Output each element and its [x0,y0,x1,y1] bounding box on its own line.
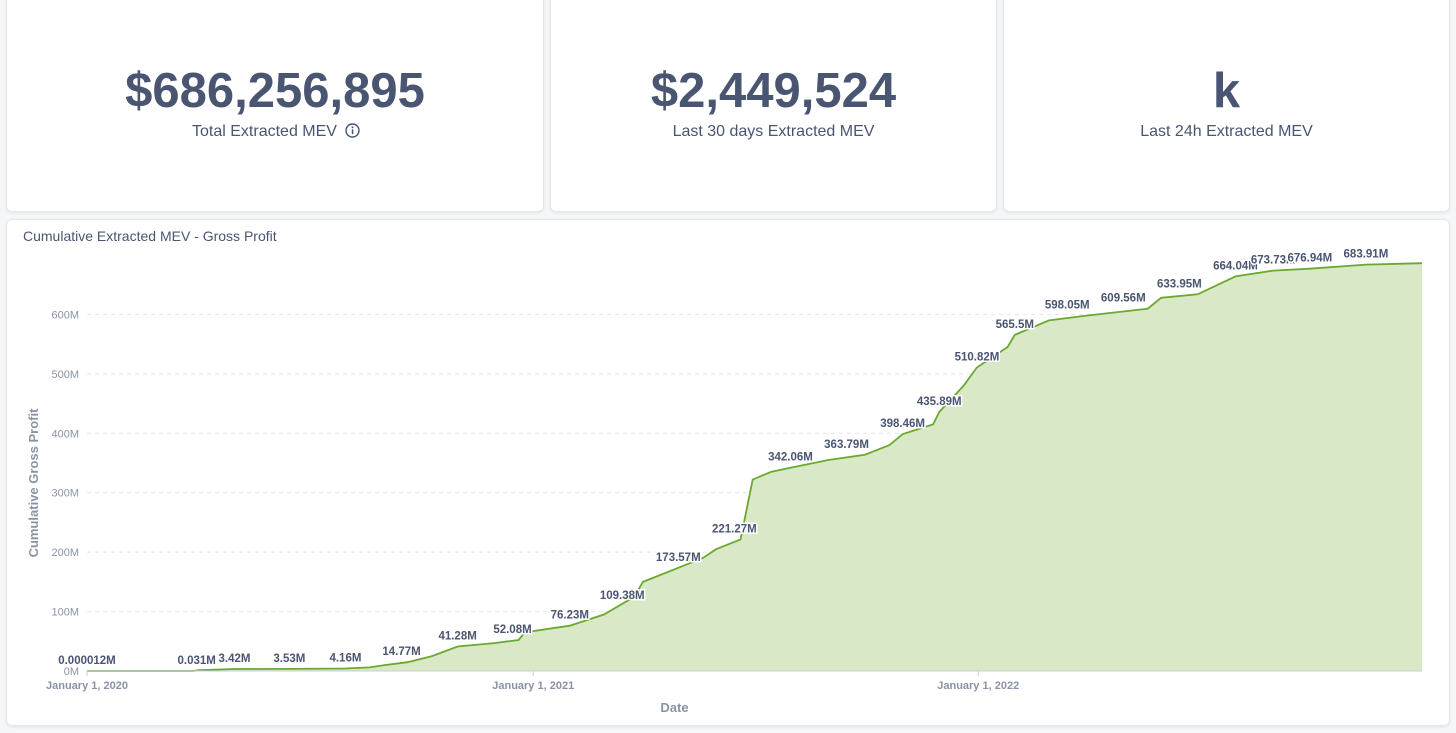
data-label: 598.05M [1045,300,1090,312]
cumulative-mev-chart: 0M 100M 200M 300M 400M 500M 600M January 1, 20… [26,247,1423,715]
kpi-label-24h: Last 24h Extracted MEV [1140,123,1313,140]
data-label: 0.000012M [58,655,116,667]
x-axis-ticks: January 1, 2020 January 1, 2021 January 1,… [46,671,1019,692]
kpi-label-30d: Last 30 days Extracted MEV [672,123,875,140]
area-fill [87,263,1422,671]
data-labels: 0.000012M 0.031M 3.42M 3.53M 4.16M 14.77M 41.2… [57,247,1390,668]
y-tick-label: 600M [51,309,79,321]
data-label: 173.57M [656,552,701,564]
data-label: 363.79M [824,439,869,451]
kpi-card-30d: $2,449,524 Last 30 days Extracted MEV [550,0,997,212]
data-label: 565.5M [996,319,1034,331]
data-label: 664.04M [1213,260,1258,272]
data-label: 342.06M [768,452,813,464]
kpi-value-total: $686,256,895 [125,64,425,118]
x-tick-label: January 1, 2020 [46,680,128,692]
y-tick-label: 200M [51,547,79,559]
x-axis-title: Date [660,700,688,715]
chart-title[interactable]: Cumulative Extracted MEV - Gross Profit [23,228,277,244]
data-label: 0.031M [178,655,216,667]
data-label: 3.53M [273,653,305,665]
data-label: 609.56M [1101,293,1146,305]
y-tick-label: 300M [51,488,79,500]
kpi-card-24h: k Last 24h Extracted MEV [1003,0,1450,212]
data-label: 3.42M [219,653,251,665]
data-label: 398.46M [880,418,925,430]
kpi-value-30d: $2,449,524 [650,64,897,118]
x-tick-label: January 1, 2021 [492,680,574,692]
data-label: 221.27M [712,524,757,536]
y-tick-label: 0M [64,666,79,678]
data-label: 683.91M [1344,249,1389,261]
y-axis-title: Cumulative Gross Profit [26,408,41,557]
kpi-label-total: Total Extracted MEV [7,123,543,141]
data-label: 510.82M [955,351,1000,363]
data-label: 435.89M [917,396,962,408]
data-label: 41.28M [438,630,476,642]
data-label: 109.38M [600,590,645,602]
data-label: 4.16M [329,653,361,665]
y-tick-label: 100M [51,607,79,619]
data-label: 76.23M [551,610,589,622]
kpi-value-24h: k [1212,64,1241,118]
y-tick-label: 500M [51,369,79,381]
y-axis-ticks: 0M 100M 200M 300M 400M 500M 600M [51,309,79,678]
data-label: 633.95M [1157,278,1202,290]
series-line [87,262,1423,672]
x-tick-label: January 1, 2022 [937,680,1019,692]
data-label: 52.08M [493,624,531,636]
chart-card: Cumulative Extracted MEV - Gross Profit … [6,219,1450,726]
data-label: 14.77M [382,646,420,658]
kpi-label-total-text: Total Extracted MEV [192,123,337,140]
data-label: 673.73M [1251,255,1296,267]
y-tick-label: 400M [51,428,79,440]
kpi-card-total: $686,256,895 Total Extracted MEV [6,0,544,212]
data-label: 676.94M [1287,253,1332,265]
info-icon[interactable] [345,123,360,138]
